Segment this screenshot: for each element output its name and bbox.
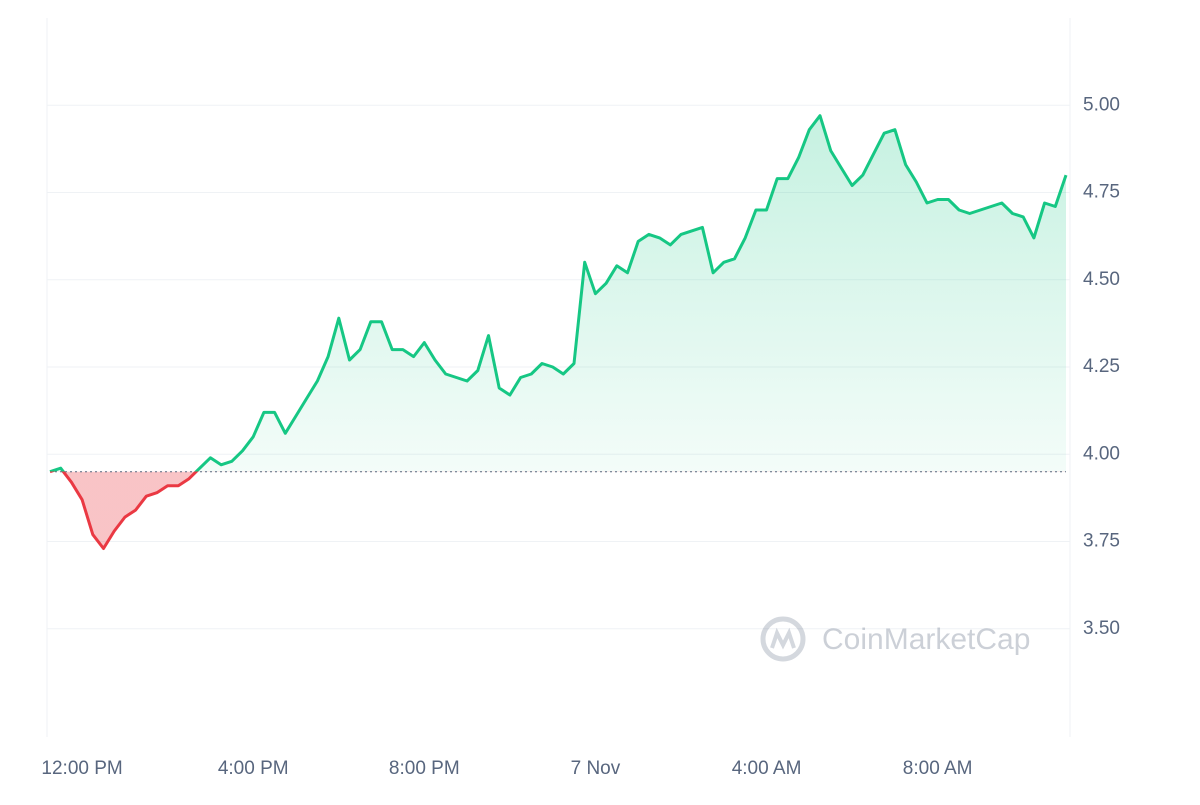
y-tick-label: 4.00 — [1083, 443, 1120, 464]
watermark: CoinMarketCap — [822, 623, 1030, 656]
y-tick-label: 4.75 — [1083, 182, 1120, 203]
x-tick-label: 12:00 PM — [41, 758, 122, 779]
x-tick-label: 8:00 AM — [903, 758, 973, 779]
y-tick-label: 4.25 — [1083, 356, 1120, 377]
x-tick-label: 4:00 PM — [218, 758, 289, 779]
y-tick-label: 3.50 — [1083, 618, 1120, 639]
y-tick-label: 4.50 — [1083, 269, 1120, 290]
x-tick-label: 4:00 AM — [732, 758, 802, 779]
watermark-logo — [760, 616, 806, 662]
area-fill — [50, 115, 1066, 549]
x-tick-label: 8:00 PM — [389, 758, 460, 779]
price-line — [49, 114, 1068, 550]
y-tick-label: 5.00 — [1083, 94, 1120, 115]
y-tick-label: 3.75 — [1083, 531, 1120, 552]
x-tick-label: 7 Nov — [571, 758, 621, 779]
